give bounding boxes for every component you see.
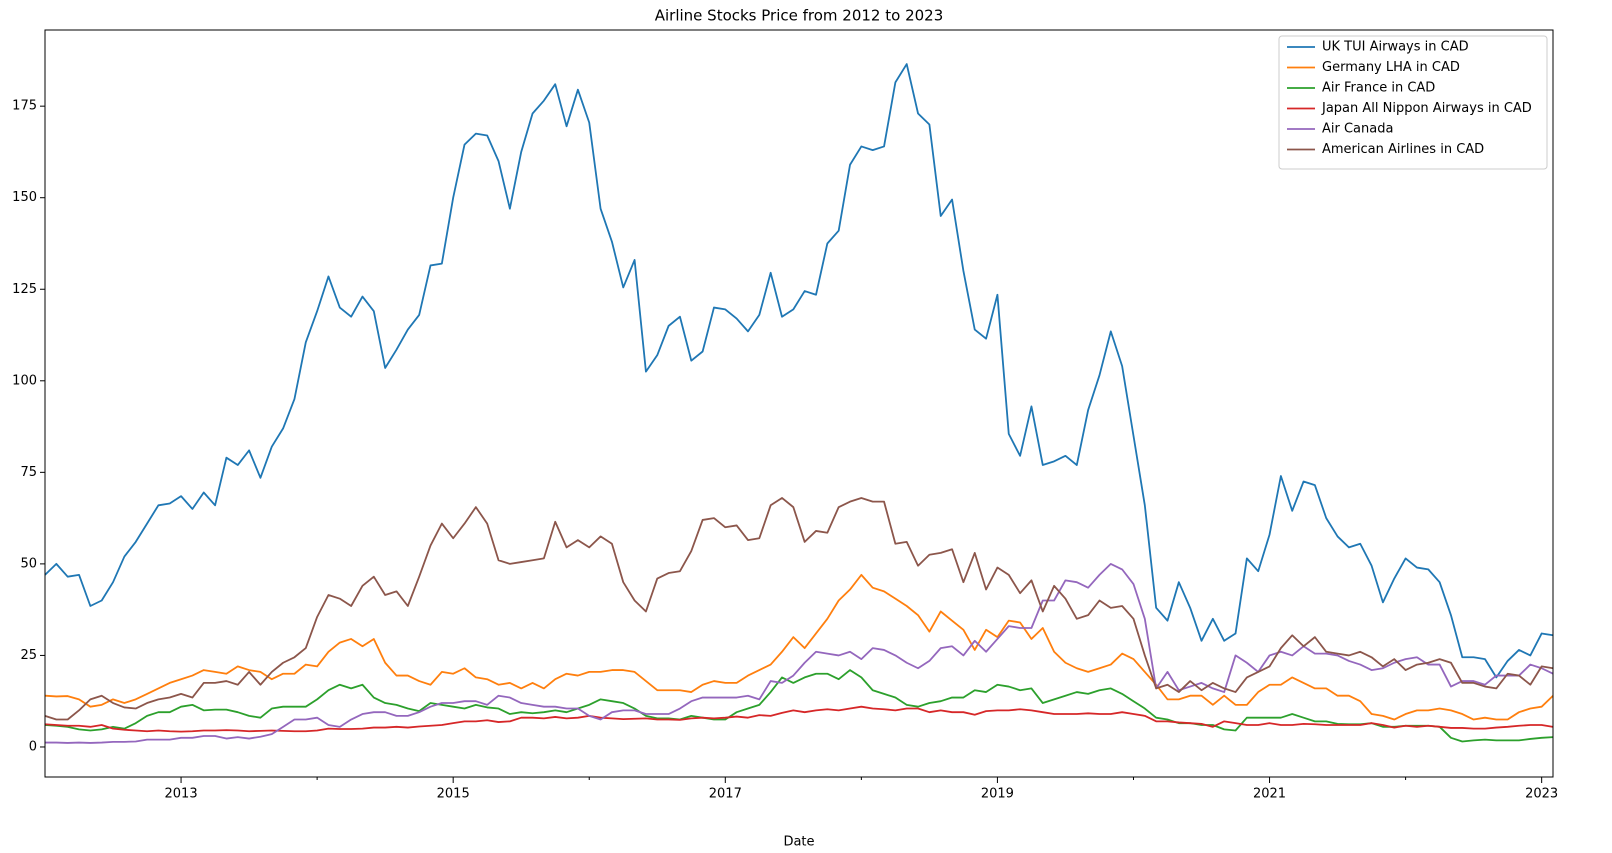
y-tick-label: 175 — [12, 99, 37, 114]
legend-box — [1278, 35, 1548, 170]
x-tick-label: 2023 — [1525, 787, 1558, 802]
y-tick-label: 125 — [12, 282, 37, 297]
legend-label: Air Canada — [1322, 122, 1393, 137]
y-tick-label: 150 — [12, 190, 37, 205]
y-tick-label: 50 — [20, 556, 37, 571]
legend-label: Germany LHA in CAD — [1322, 60, 1460, 75]
x-tick-label: 2013 — [165, 787, 198, 802]
series-line — [44, 669, 1554, 743]
x-tick-label: 2021 — [1253, 787, 1286, 802]
series-line — [44, 705, 1554, 733]
x-tick-label: 2015 — [437, 787, 470, 802]
series-line — [44, 63, 1554, 679]
legend-label: American Airlines in CAD — [1322, 142, 1484, 157]
legend-label: Japan All Nippon Airways in CAD — [1321, 101, 1532, 116]
x-axis-label: Date — [783, 835, 814, 850]
series-line — [45, 562, 1554, 744]
chart-title: Airline Stocks Price from 2012 to 2023 — [655, 7, 944, 25]
legend-label: Air France in CAD — [1322, 81, 1435, 96]
y-tick-label: 0 — [29, 739, 37, 754]
series-line — [44, 573, 1554, 721]
y-tick-label: 100 — [12, 373, 37, 388]
x-tick-label: 2019 — [981, 787, 1014, 802]
x-tick-label: 2017 — [709, 787, 742, 802]
series-line — [44, 497, 1554, 721]
legend-label: UK TUI Airways in CAD — [1322, 40, 1469, 55]
y-tick-label: 75 — [20, 465, 37, 480]
plot-frame — [44, 29, 1554, 778]
y-tick-label: 25 — [20, 648, 37, 663]
